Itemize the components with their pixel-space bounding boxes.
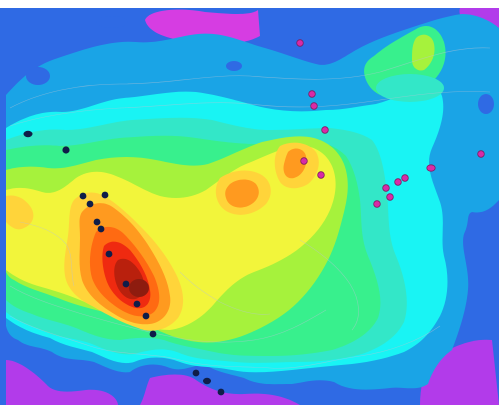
magenta-marker <box>382 184 390 192</box>
navy-marker <box>105 250 113 258</box>
magenta-marker <box>300 157 308 165</box>
blue-hole-top-left <box>96 16 128 28</box>
top-right-cyan-ridge <box>376 74 444 102</box>
top-right-lime-patch <box>412 34 435 71</box>
navy-marker <box>149 330 157 338</box>
navy-marker <box>86 200 94 208</box>
magenta-marker <box>426 164 436 172</box>
navy-marker <box>203 377 211 385</box>
navy-marker <box>23 130 33 138</box>
magenta-marker <box>401 174 409 182</box>
blue-hole-left <box>26 67 50 85</box>
navy-marker <box>122 280 130 288</box>
magenta-marker <box>394 178 402 186</box>
navy-marker <box>97 225 105 233</box>
magenta-marker <box>308 90 316 98</box>
magenta-marker <box>373 200 381 208</box>
top-edge <box>0 0 499 8</box>
navy-marker <box>217 388 225 396</box>
magenta-marker <box>321 126 329 134</box>
violet-bottom-mid <box>140 374 300 405</box>
maroon-core <box>129 279 149 297</box>
violet-top-patch <box>145 9 260 44</box>
navy-marker <box>62 146 70 154</box>
navy-marker <box>79 192 87 200</box>
navy-marker <box>142 312 150 320</box>
navy-marker <box>101 191 109 199</box>
navy-marker <box>192 369 200 377</box>
magenta-marker <box>317 171 325 179</box>
contour-lines <box>9 47 491 369</box>
navy-marker <box>133 300 141 308</box>
navy-marker-group <box>23 130 225 396</box>
magenta-marker <box>477 150 485 158</box>
magenta-marker <box>386 193 394 201</box>
blue-hole-right <box>478 94 494 114</box>
magenta-marker <box>310 102 318 110</box>
magenta-marker-group <box>296 39 485 208</box>
blue-hole-top-mid <box>226 61 242 71</box>
navy-marker <box>93 218 101 226</box>
magenta-marker <box>296 39 304 47</box>
violet-bottom-left <box>6 360 118 405</box>
